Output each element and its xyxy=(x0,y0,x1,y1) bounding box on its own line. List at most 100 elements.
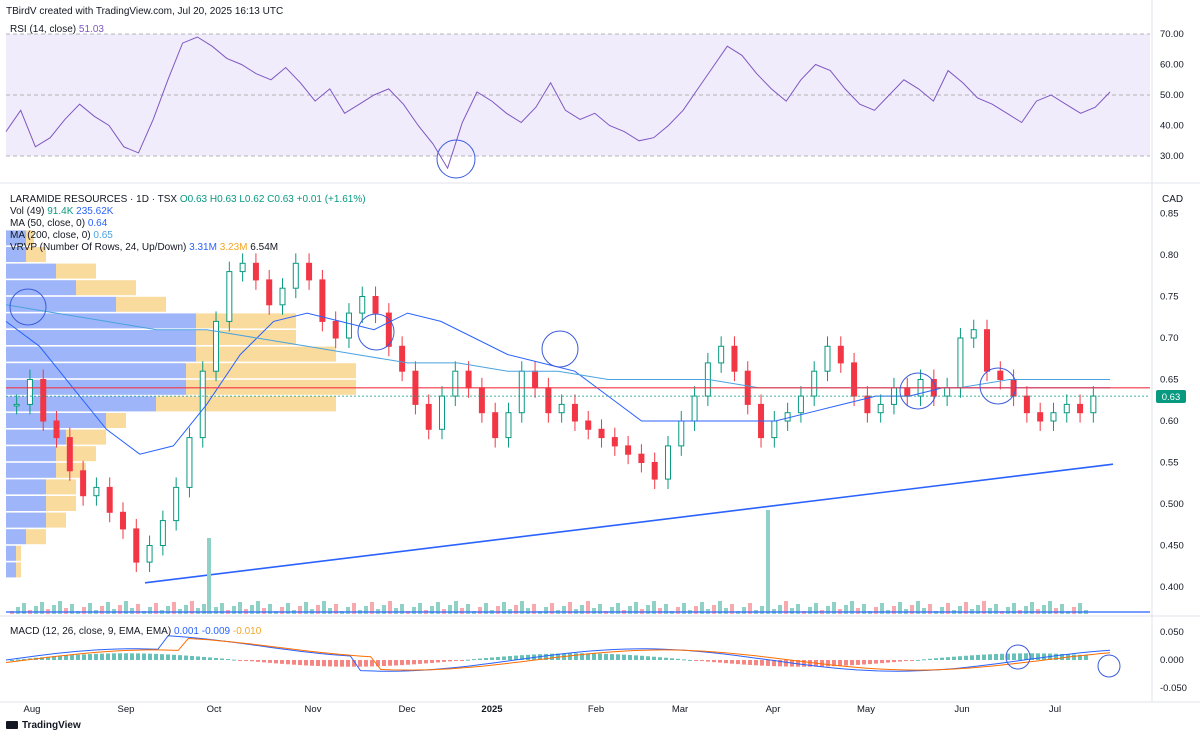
rsi-tick-label: 40.00 xyxy=(1160,121,1184,132)
volume-bar xyxy=(16,607,20,614)
vrvp-legend[interactable]: VRVP (Number Of Rows, 24, Up/Down) 3.31M… xyxy=(10,242,278,254)
volume-bar xyxy=(52,605,56,614)
volume-bar xyxy=(580,605,584,614)
volume-bar xyxy=(82,607,86,614)
candle-body xyxy=(1023,395,1030,414)
macd-histogram-bar xyxy=(226,659,230,661)
price-tick-label: 0.500 xyxy=(1160,499,1184,510)
macd-histogram-bar xyxy=(574,653,578,660)
volume-bar xyxy=(64,608,68,614)
price-annotation-circle xyxy=(899,372,937,410)
macd-histogram-bar xyxy=(808,660,812,667)
macd-histogram-bar xyxy=(640,655,644,660)
macd-histogram-bar xyxy=(754,660,758,666)
volume-bar xyxy=(154,603,158,614)
macd-value-3: -0.010 xyxy=(232,626,262,637)
price-annotation-circle xyxy=(9,288,47,326)
macd-histogram-bar xyxy=(466,659,470,661)
x-axis-label: Sep xyxy=(118,704,135,715)
candle-body xyxy=(465,370,472,389)
macd-histogram-bar xyxy=(892,660,896,663)
vrvp-down-bar xyxy=(76,280,136,296)
macd-histogram-bar xyxy=(256,660,260,662)
macd-annotation-circle xyxy=(1097,654,1121,678)
candle-body xyxy=(771,420,778,439)
support-trendline xyxy=(144,463,1114,584)
macd-histogram-bar xyxy=(370,660,374,667)
candle-body xyxy=(678,420,685,447)
symbol-legend[interactable]: LARAMIDE RESOURCES · 1D · TSX O0.63 H0.6… xyxy=(10,194,366,206)
volume-bar xyxy=(988,608,992,614)
macd-histogram-bar xyxy=(700,660,704,662)
ohlc-close: C0.63 xyxy=(267,194,294,205)
macd-histogram-bar xyxy=(46,656,50,660)
macd-histogram-bar xyxy=(688,659,692,661)
volume-bar xyxy=(298,606,302,614)
macd-legend[interactable]: MACD (12, 26, close, 9, EMA, EMA) 0.001 … xyxy=(10,626,261,638)
macd-histogram-bar xyxy=(904,660,908,662)
candle-body xyxy=(252,262,259,281)
volume-bar xyxy=(520,601,524,614)
macd-histogram-bar xyxy=(928,658,932,660)
macd-histogram-bar xyxy=(238,660,242,661)
macd-histogram-bar xyxy=(850,660,854,666)
volume-bar xyxy=(982,601,986,614)
macd-histogram-bar xyxy=(796,660,800,667)
vrvp-down-bar xyxy=(56,263,96,279)
macd-histogram-bar xyxy=(838,660,842,666)
macd-histogram-bar xyxy=(1078,654,1082,660)
volume-bar xyxy=(778,605,782,614)
ohlc-change: +0.01 (+1.61%) xyxy=(296,194,366,205)
rsi-legend[interactable]: RSI (14, close) 51.03 xyxy=(10,24,104,36)
macd-histogram-bar xyxy=(316,660,320,667)
ma50-legend[interactable]: MA (50, close, 0) 0.64 xyxy=(10,218,107,230)
ma200-legend[interactable]: MA (200, close, 0) 0.65 xyxy=(10,230,113,242)
volume-bar xyxy=(460,608,464,614)
macd-histogram-bar xyxy=(1060,653,1064,660)
x-axis-label: Dec xyxy=(399,704,416,715)
vrvp-down-bar xyxy=(106,413,126,428)
macd-histogram-bar xyxy=(208,657,212,660)
volume-bar xyxy=(880,603,884,614)
macd-histogram-bar xyxy=(820,660,824,667)
volume-bar xyxy=(184,605,188,614)
volume-bar xyxy=(220,603,224,614)
volume-bar xyxy=(166,606,170,614)
macd-histogram-bar xyxy=(244,660,248,661)
tradingview-logo[interactable]: TradingView xyxy=(6,720,81,731)
vol-legend[interactable]: Vol (49) 91.4K 235.62K xyxy=(10,206,113,218)
macd-histogram-bar xyxy=(658,657,662,660)
vrvp-up-bar xyxy=(6,247,26,262)
volume-bar xyxy=(682,603,686,614)
vrvp-down-bar xyxy=(196,313,296,329)
volume-bar xyxy=(172,602,176,614)
volume-bar xyxy=(862,604,866,614)
macd-histogram-bar xyxy=(580,653,584,660)
vrvp-up-bar xyxy=(6,562,16,578)
candle-body xyxy=(119,511,126,530)
volume-bar xyxy=(844,605,848,614)
x-axis-label: Jun xyxy=(954,704,969,715)
candle-body xyxy=(13,403,20,407)
volume-bar xyxy=(196,608,200,614)
macd-histogram-bar xyxy=(1072,654,1076,660)
candle-body xyxy=(266,279,273,306)
ohlc-low: L0.62 xyxy=(239,194,265,205)
macd-histogram-bar xyxy=(502,656,506,660)
candle-body xyxy=(837,345,844,364)
macd-histogram-bar xyxy=(1030,653,1034,660)
macd-label: MACD (12, 26, close, 9, EMA, EMA) xyxy=(10,626,172,637)
price-tick-label: 0.400 xyxy=(1160,582,1184,593)
macd-histogram-bar xyxy=(634,655,638,660)
macd-histogram-bar xyxy=(682,659,686,661)
volume-bar xyxy=(946,603,950,614)
x-axis-label: Nov xyxy=(305,704,322,715)
volume-bar xyxy=(742,607,746,614)
symbol-line: LARAMIDE RESOURCES · 1D · TSX xyxy=(10,194,178,205)
volume-bar xyxy=(616,603,620,614)
volume-bar xyxy=(136,604,140,614)
volume-bar xyxy=(334,604,338,614)
macd-histogram-bar xyxy=(418,660,422,664)
